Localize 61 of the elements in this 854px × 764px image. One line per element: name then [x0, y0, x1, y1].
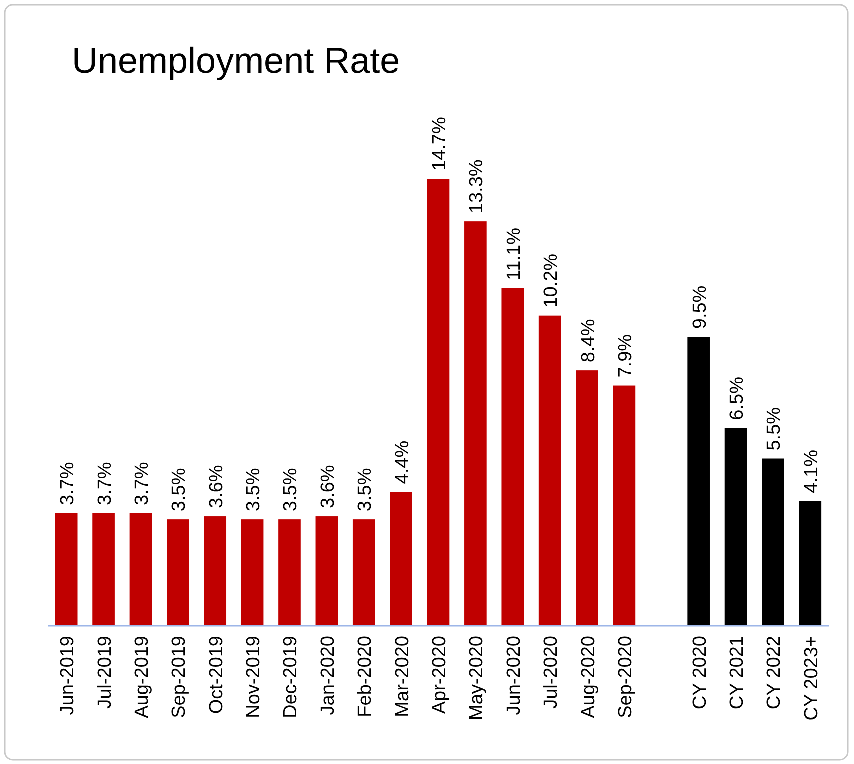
bar	[130, 513, 152, 626]
x-tick-label: Dec-2019	[280, 636, 302, 718]
data-label: 13.3%	[466, 160, 488, 214]
x-tick-label: Sep-2020	[615, 636, 636, 718]
bar	[799, 501, 822, 626]
bar	[724, 428, 748, 626]
data-label: 3.6%	[318, 465, 339, 509]
x-tick-label: Feb-2020	[355, 636, 376, 718]
data-label: 3.5%	[244, 468, 265, 512]
data-label: 4.1%	[801, 450, 822, 494]
x-tick-label: CY 2021	[727, 636, 748, 710]
x-tick-label: Jan-2020	[318, 636, 339, 716]
data-label: 3.7%	[58, 462, 79, 506]
x-tick-label: CY 2022	[764, 636, 786, 710]
bar	[427, 179, 450, 626]
x-tick-label: Aug-2020	[578, 636, 600, 718]
x-tick-label: May-2020	[466, 636, 488, 720]
bar	[688, 337, 710, 626]
bar	[464, 222, 487, 626]
x-tick-label: Oct-2019	[206, 636, 228, 714]
bar	[538, 316, 562, 626]
data-label: 5.5%	[764, 407, 786, 451]
data-label: 6.5%	[727, 376, 748, 420]
x-tick-label: Aug-2019	[132, 636, 153, 718]
data-label: 3.5%	[280, 468, 302, 512]
bar	[502, 288, 524, 626]
x-tick-label: Sep-2019	[169, 636, 190, 718]
x-tick-label: CY 2023+	[801, 636, 822, 721]
bar	[762, 458, 784, 626]
data-label: 10.2%	[541, 254, 562, 308]
x-tick-label: CY 2020	[690, 636, 711, 710]
bar	[241, 520, 264, 626]
bar	[204, 516, 227, 626]
x-tick-label: Mar-2020	[392, 636, 414, 718]
bar	[613, 386, 636, 626]
data-label: 4.4%	[392, 440, 414, 484]
x-tick-label: Nov-2019	[244, 636, 265, 718]
data-label: 9.5%	[690, 286, 711, 330]
bar	[92, 513, 115, 626]
data-label: 3.5%	[169, 468, 190, 512]
bar	[352, 520, 376, 626]
data-label: 11.1%	[504, 228, 525, 280]
data-label: 3.6%	[206, 465, 228, 509]
x-tick-label: Jun-2020	[504, 636, 525, 716]
data-label: 14.7%	[430, 117, 450, 171]
data-label: 3.5%	[355, 468, 376, 512]
x-tick-label: Apr-2020	[430, 636, 450, 714]
data-label: 7.9%	[615, 334, 636, 378]
x-tick-label: Jul-2020	[541, 636, 562, 709]
bar	[55, 513, 78, 626]
data-label: 8.4%	[578, 319, 600, 363]
bar	[278, 520, 301, 626]
bar	[316, 516, 338, 626]
x-tick-label: Jun-2019	[58, 636, 79, 716]
chart-title: Unemployment Rate	[72, 40, 400, 81]
data-label: 3.7%	[94, 462, 116, 506]
bar	[390, 492, 412, 626]
bar	[167, 520, 190, 626]
x-tick-label: Jul-2019	[94, 636, 116, 709]
data-label: 3.7%	[132, 462, 153, 506]
bar	[576, 370, 598, 626]
